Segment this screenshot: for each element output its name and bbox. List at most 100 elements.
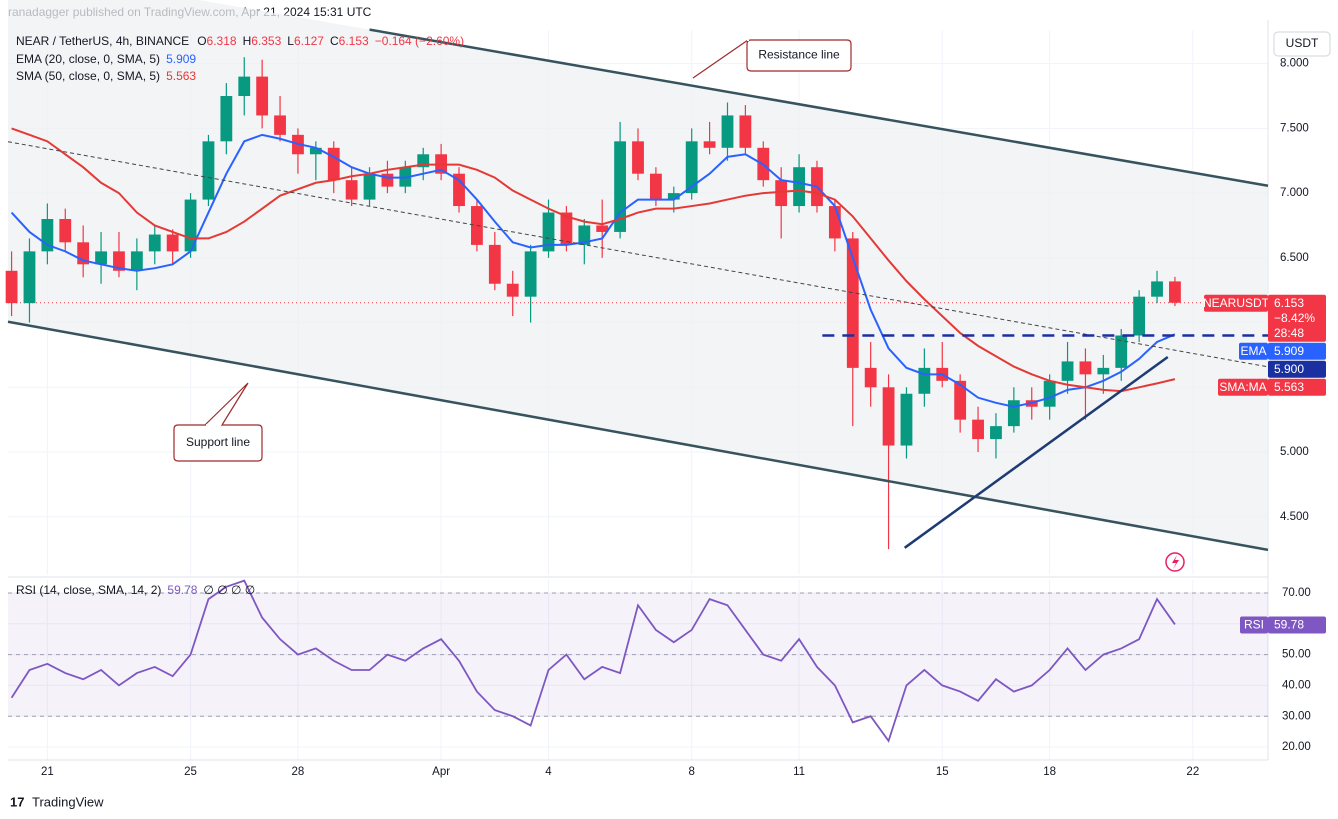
candle-body bbox=[363, 173, 376, 200]
candle-body bbox=[685, 141, 698, 194]
candle-body bbox=[739, 115, 752, 148]
trend-line bbox=[369, 28, 1269, 187]
y-tick-label: 7.000 bbox=[1280, 187, 1309, 199]
price-label-name-box bbox=[1218, 378, 1268, 396]
x-tick-label: 8 bbox=[688, 766, 694, 778]
x-tick-label: 11 bbox=[793, 766, 805, 778]
annotation: Resistance line bbox=[758, 48, 840, 62]
candle-body bbox=[488, 244, 501, 284]
footer-text: TradingView bbox=[32, 794, 104, 809]
y-tick-label: 7.500 bbox=[1280, 122, 1309, 134]
candle-body bbox=[130, 251, 143, 271]
candle-body bbox=[220, 96, 233, 142]
rsi-band bbox=[8, 592, 1268, 717]
price-label-box bbox=[1268, 294, 1326, 342]
currency-button[interactable] bbox=[1273, 31, 1331, 57]
ohlc-key: H bbox=[243, 34, 252, 48]
candle-body bbox=[775, 180, 788, 207]
rsi-label-value: 59.78 bbox=[1274, 618, 1304, 632]
rsi-label-name: RSI bbox=[1244, 618, 1264, 632]
candle-body bbox=[1169, 281, 1181, 303]
y-tick-label: 4.500 bbox=[1280, 511, 1309, 523]
rsi-legend: RSI (14, close, SMA, 14, 2) 59.78 ∅ ∅ ∅ ∅ bbox=[16, 583, 255, 597]
candle-body bbox=[703, 141, 716, 148]
callout: Support line bbox=[173, 382, 263, 462]
candle-body bbox=[59, 219, 72, 243]
candle-body bbox=[900, 393, 913, 446]
legend-entry: SMA (50, close, 0, SMA, 5) 5.563 bbox=[16, 69, 196, 83]
price-label-value: 5.909 bbox=[1274, 344, 1304, 358]
candle-body bbox=[846, 238, 859, 368]
x-tick-label: 4 bbox=[545, 766, 552, 778]
candle-body bbox=[345, 180, 358, 200]
candle-body bbox=[77, 242, 90, 265]
candle-body bbox=[41, 219, 54, 252]
y-tick-label: 6.500 bbox=[1280, 252, 1309, 264]
ohlc-key: O bbox=[197, 34, 206, 48]
callout-box bbox=[173, 424, 263, 462]
price-label-change: −8.42% bbox=[1274, 311, 1315, 325]
legend-name: RSI (14, close, SMA, 14, 2) bbox=[16, 583, 161, 597]
price-label-name: EMA bbox=[1240, 344, 1266, 358]
y-tick-label: 70.00 bbox=[1282, 587, 1311, 599]
x-tick-label: 15 bbox=[936, 766, 949, 778]
currency[interactable]: USDT bbox=[1286, 36, 1319, 50]
rsi-line bbox=[10, 579, 1176, 743]
candle-body bbox=[202, 141, 215, 200]
candle-body bbox=[1115, 335, 1128, 368]
candle-body bbox=[596, 225, 609, 232]
candle-body bbox=[1097, 367, 1110, 375]
logo-mark: 17 bbox=[10, 794, 24, 809]
x-tick-label: 25 bbox=[184, 766, 197, 778]
candle-body bbox=[381, 173, 394, 187]
x-tick-label: 21 bbox=[41, 766, 54, 778]
y-tick-label: 40.00 bbox=[1282, 679, 1311, 691]
candle-body bbox=[274, 115, 286, 135]
callout: Resistance line bbox=[692, 39, 852, 79]
trend-line bbox=[7, 320, 1269, 552]
candle-body bbox=[23, 251, 36, 304]
legend-value: 5.563 bbox=[166, 69, 196, 83]
price-label-box bbox=[1268, 378, 1326, 396]
icon bbox=[1172, 555, 1179, 569]
candle-body bbox=[793, 167, 805, 207]
indicator-line bbox=[11, 127, 1176, 393]
candle-body bbox=[95, 251, 107, 265]
candle-body bbox=[1151, 281, 1163, 297]
price-label-box bbox=[1268, 360, 1326, 378]
y-tick-label: 8.000 bbox=[1280, 58, 1309, 70]
price-label-value: 5.900 bbox=[1274, 362, 1304, 376]
rsi-label-box bbox=[1268, 616, 1326, 634]
x-tick-label: 18 bbox=[1043, 766, 1056, 778]
y-tick-label: 50.00 bbox=[1282, 649, 1311, 661]
candle-body bbox=[238, 76, 251, 97]
price-label-value: 5.563 bbox=[1274, 380, 1304, 394]
candle-body bbox=[417, 154, 430, 168]
ohlc-value: 6.353 bbox=[251, 34, 281, 48]
ohlc-key: C bbox=[330, 34, 339, 48]
symbol: NEAR / TetherUS, 4h, BINANCE bbox=[16, 34, 189, 48]
candle-body bbox=[578, 225, 591, 245]
candle-body bbox=[614, 141, 627, 232]
price-label-name: NEARUSDT bbox=[1203, 296, 1270, 310]
y-tick-label: 20.00 bbox=[1282, 741, 1311, 753]
candle-body bbox=[256, 76, 269, 116]
candle-body bbox=[667, 193, 680, 200]
candle-body bbox=[524, 251, 537, 297]
candle-body bbox=[309, 147, 322, 155]
candle-body bbox=[1061, 361, 1074, 381]
price-label-box bbox=[1268, 342, 1326, 360]
price-label-countdown: 28:48 bbox=[1274, 326, 1304, 340]
candle-body bbox=[148, 234, 161, 252]
candle-body bbox=[649, 173, 662, 200]
annotation: Support line bbox=[186, 435, 250, 449]
candle-body bbox=[453, 173, 465, 207]
icon bbox=[1165, 552, 1185, 572]
x-tick-label: Apr bbox=[432, 766, 450, 778]
price-label-name-box bbox=[1204, 294, 1268, 312]
legend-name: EMA (20, close, 0, SMA, 5) bbox=[16, 52, 160, 66]
legend-value: 59.78 bbox=[167, 583, 197, 597]
ohlc-value: 6.318 bbox=[207, 34, 237, 48]
channel-fill bbox=[8, 0, 1268, 550]
